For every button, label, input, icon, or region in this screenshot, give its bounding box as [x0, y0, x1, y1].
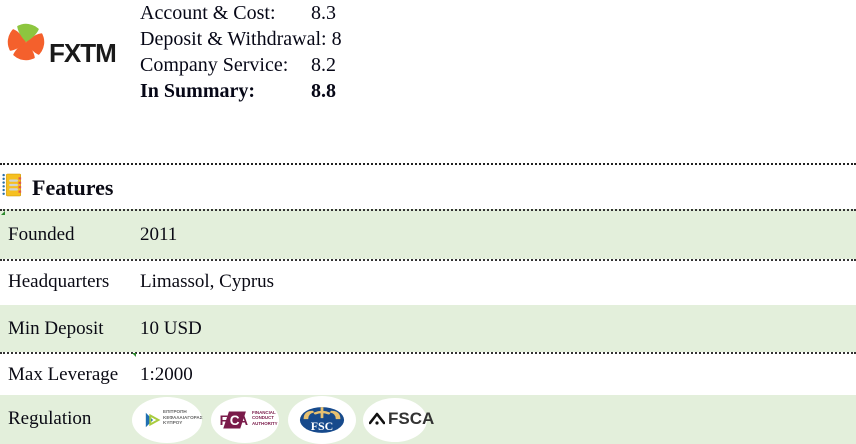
svg-text:FSC: FSC [311, 419, 334, 433]
svg-text:A: A [238, 413, 248, 428]
svg-text:F: F [220, 413, 228, 428]
